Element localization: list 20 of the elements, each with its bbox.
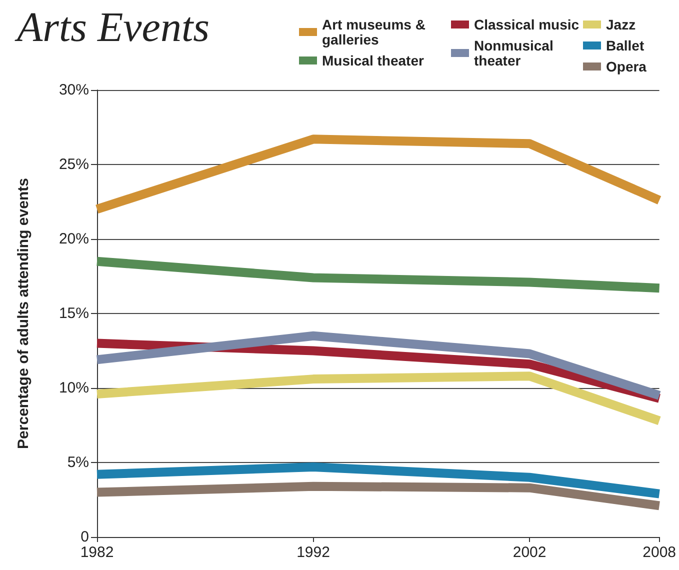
legend-label: Nonmusical theater <box>474 38 558 68</box>
y-tick-label: 10% <box>58 380 89 396</box>
y-tick-label: 0 <box>80 528 89 546</box>
legend-label: Art museums & galleries <box>322 16 430 48</box>
x-tick-label: 2002 <box>512 544 546 561</box>
y-tick-label: 30% <box>58 82 89 98</box>
y-tick-label: 25% <box>58 156 89 173</box>
y-tick-label: 15% <box>58 305 89 322</box>
chart-title: Arts Events <box>14 5 210 51</box>
y-tick-label: 5% <box>67 454 89 471</box>
y-axis-title: Percentage of adults attending events <box>15 178 32 449</box>
legend-label: Opera <box>606 58 647 74</box>
x-tick-label: 1982 <box>80 544 114 561</box>
legend-label: Musical theater <box>322 52 424 68</box>
legend-label: Jazz <box>606 16 636 32</box>
legend-label: Ballet <box>606 38 644 54</box>
legend-label: Classical music <box>474 16 580 32</box>
x-tick-label: 1992 <box>296 544 330 561</box>
y-tick-label: 20% <box>58 230 89 248</box>
x-tick-label: 2008 <box>642 544 676 561</box>
